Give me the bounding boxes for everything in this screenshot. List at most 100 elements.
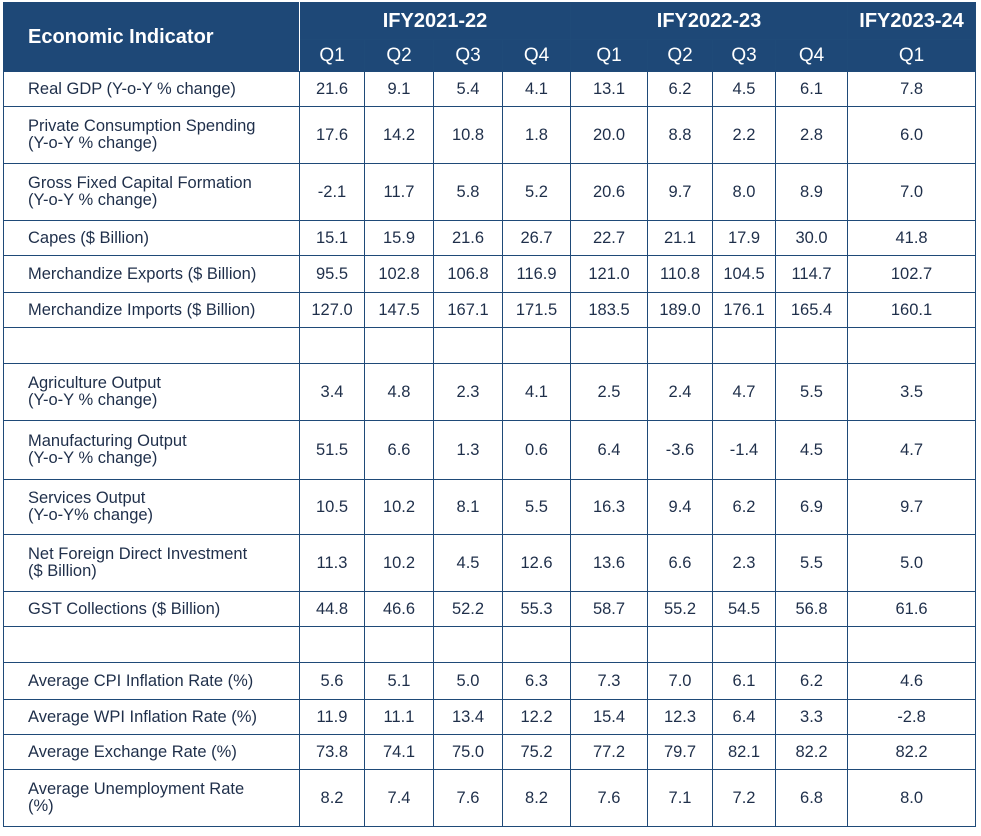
value-cell: 8.9 (775, 163, 849, 221)
value-cell: 58.7 (570, 591, 649, 627)
table-header: Economic Indicator IFY2021-22 IFY2022-23… (3, 2, 977, 72)
value-cell: -1.4 (712, 420, 777, 480)
value-cell: 6.2 (647, 71, 714, 107)
economic-indicators-table-wrapper: Economic Indicator IFY2021-22 IFY2022-23… (3, 2, 977, 827)
value-cell: 121.0 (570, 255, 649, 293)
value-cell: 55.3 (501, 591, 572, 627)
value-cell (364, 327, 434, 364)
indicator-label-line: Agriculture Output (28, 374, 161, 392)
value-cell: 10.5 (299, 479, 365, 535)
indicator-label: Capes ($ Billion) (3, 220, 300, 256)
value-cell: 165.4 (775, 292, 849, 328)
value-cell: 6.2 (775, 662, 849, 700)
value-cell: 7.6 (433, 769, 503, 827)
value-cell: 54.5 (712, 591, 777, 627)
value-cell (433, 626, 503, 663)
value-cell: 41.8 (847, 220, 977, 256)
value-cell: 106.8 (433, 255, 503, 293)
value-cell: 7.8 (847, 71, 977, 107)
value-cell: 7.3 (570, 662, 649, 700)
value-cell: 56.8 (775, 591, 849, 627)
value-cell: 22.7 (570, 220, 649, 256)
value-cell: 167.1 (433, 292, 503, 328)
indicator-label-line: Average CPI Inflation Rate (%) (28, 671, 254, 690)
indicator-label: Merchandize Imports ($ Billion) (3, 292, 300, 328)
value-cell: 8.2 (501, 769, 572, 827)
indicator-label-line: Manufacturing Output (28, 432, 187, 450)
value-cell: 2.3 (433, 363, 503, 421)
value-cell: 10.8 (433, 106, 503, 164)
value-cell: 5.5 (501, 479, 572, 535)
indicator-label: Manufacturing Output (Y-o-Y % change) (3, 420, 300, 480)
value-cell: 9.4 (647, 479, 714, 535)
year-header-2021-22: IFY2021-22 (298, 2, 572, 40)
value-cell: 7.0 (647, 662, 714, 700)
value-cell: 4.1 (501, 71, 572, 107)
value-cell: 21.1 (647, 220, 714, 256)
value-cell (775, 626, 849, 663)
value-cell: 5.6 (299, 662, 365, 700)
indicator-label: Real GDP (Y-o-Y % change) (3, 71, 300, 107)
value-cell: 13.4 (433, 699, 503, 735)
indicator-label-line: Capes ($ Billion) (28, 228, 150, 247)
indicator-label: Services Output (Y-o-Y% change) (3, 479, 300, 535)
value-cell: 52.2 (433, 591, 503, 627)
value-cell (501, 327, 572, 364)
indicator-column-header: Economic Indicator (3, 2, 300, 72)
value-cell: -2.8 (847, 699, 977, 735)
value-cell (501, 626, 572, 663)
value-cell: 147.5 (364, 292, 434, 328)
table-row: Agriculture Output (Y-o-Y % change) 3.4 4.8… (3, 363, 977, 421)
value-cell: 74.1 (364, 734, 434, 770)
value-cell: 6.3 (501, 662, 572, 700)
value-cell: 5.2 (501, 163, 572, 221)
value-cell: 14.2 (364, 106, 434, 164)
header-row-years: Economic Indicator IFY2021-22 IFY2022-23… (3, 2, 977, 72)
quarter-header: Q4 (775, 39, 849, 72)
value-cell: 4.7 (847, 420, 977, 480)
value-cell: 189.0 (647, 292, 714, 328)
indicator-label-line: (%) (28, 797, 54, 815)
value-cell: 51.5 (299, 420, 365, 480)
value-cell: 114.7 (775, 255, 849, 293)
value-cell: 5.5 (775, 363, 849, 421)
value-cell: 6.9 (775, 479, 849, 535)
value-cell: 5.0 (847, 534, 977, 592)
value-cell (847, 327, 977, 364)
value-cell: 8.1 (433, 479, 503, 535)
value-cell: -2.1 (299, 163, 365, 221)
value-cell: 61.6 (847, 591, 977, 627)
value-cell: 4.6 (847, 662, 977, 700)
indicator-label (3, 626, 300, 663)
indicator-label-line: Gross Fixed Capital Formation (28, 174, 252, 192)
value-cell: 82.2 (847, 734, 977, 770)
value-cell: 3.3 (775, 699, 849, 735)
value-cell: 17.9 (712, 220, 777, 256)
table-row: Merchandize Exports ($ Billion) 95.5 102.8… (3, 255, 977, 293)
spacer-row (3, 626, 977, 663)
value-cell: 3.4 (299, 363, 365, 421)
value-cell: 75.2 (501, 734, 572, 770)
table-row: Capes ($ Billion) 15.1 15.9 21.6 26.7 22.7 21.… (3, 220, 977, 256)
value-cell (712, 626, 777, 663)
value-cell: 9.1 (364, 71, 434, 107)
value-cell: 4.5 (433, 534, 503, 592)
value-cell: 6.4 (570, 420, 649, 480)
indicator-label: Net Foreign Direct Investment ($ Billion) (3, 534, 300, 592)
table-row: Manufacturing Output (Y-o-Y % change) 51.5… (3, 420, 977, 480)
indicator-label (3, 327, 300, 364)
value-cell (775, 327, 849, 364)
value-cell: 6.2 (712, 479, 777, 535)
value-cell: 110.8 (647, 255, 714, 293)
value-cell: 5.4 (433, 71, 503, 107)
value-cell: 11.9 (299, 699, 365, 735)
value-cell: 3.5 (847, 363, 977, 421)
value-cell: 12.2 (501, 699, 572, 735)
indicator-label: Average Exchange Rate (%) (3, 734, 300, 770)
value-cell: 11.1 (364, 699, 434, 735)
indicator-label-line: GST Collections ($ Billion) (28, 599, 221, 618)
value-cell: 11.7 (364, 163, 434, 221)
value-cell: 9.7 (647, 163, 714, 221)
value-cell: 82.2 (775, 734, 849, 770)
value-cell (647, 327, 714, 364)
